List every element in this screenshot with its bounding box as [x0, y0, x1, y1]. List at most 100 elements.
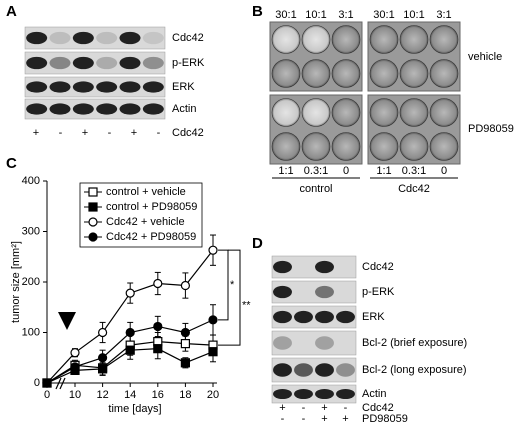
lane-label: PD98059 — [362, 413, 408, 424]
blot-band — [49, 81, 71, 93]
lane-sign: - — [302, 413, 306, 424]
row-label: Cdc42 — [172, 32, 204, 44]
lane-sign: + — [321, 413, 327, 424]
marker — [125, 345, 135, 355]
well — [331, 25, 361, 54]
x-tick-label: 20 — [207, 389, 219, 401]
panel-label: A — [6, 3, 17, 20]
lane-sign: + — [279, 402, 285, 414]
row-label: ERK — [362, 311, 385, 323]
x-axis-label: time [days] — [108, 403, 161, 415]
lane-sign: + — [33, 127, 39, 139]
blot-strip — [271, 330, 357, 356]
blot-band — [315, 336, 334, 350]
well — [399, 25, 429, 54]
well — [369, 132, 399, 161]
blot-band — [26, 56, 48, 70]
blot-band — [72, 81, 94, 93]
marker — [42, 378, 52, 388]
ratio-label: 3:1 — [436, 9, 451, 21]
bracket — [218, 249, 229, 321]
treatment-arrow — [58, 312, 76, 330]
marker — [125, 288, 135, 298]
marker — [70, 362, 80, 372]
marker — [153, 344, 163, 354]
lane-sign: - — [157, 127, 161, 139]
well — [369, 25, 399, 54]
x-tick-label: 12 — [96, 389, 108, 401]
legend-label: control + PD98059 — [106, 201, 197, 213]
row-label: Actin — [172, 103, 196, 115]
bracket — [218, 249, 241, 346]
lane-sign: - — [344, 402, 348, 414]
marker — [208, 245, 218, 255]
well — [399, 132, 429, 161]
blot-band — [142, 31, 164, 45]
legend-marker — [88, 232, 98, 242]
row-label: Bcl-2 (brief exposure) — [362, 337, 467, 349]
x-tick-label: 16 — [152, 389, 164, 401]
marker — [180, 327, 190, 338]
legend-label: Cdc42 + PD98059 — [106, 231, 196, 243]
well — [369, 59, 399, 88]
row-label: p-ERK — [172, 57, 205, 69]
well — [429, 59, 459, 88]
well — [331, 132, 361, 161]
marker — [70, 348, 80, 358]
blot-band — [294, 310, 313, 324]
blot-band — [294, 388, 313, 400]
row-label: ERK — [172, 81, 195, 93]
well — [399, 98, 429, 127]
blot-band — [142, 103, 164, 115]
ratio-label: 10:1 — [403, 9, 424, 21]
blot-band — [96, 81, 118, 93]
blot-band — [72, 103, 94, 115]
blot-band — [273, 363, 292, 377]
blot-strip — [271, 255, 357, 279]
lane-sign: - — [302, 402, 306, 414]
ratio-label: 30:1 — [275, 9, 296, 21]
lane-sign: + — [321, 402, 327, 414]
row-label: Cdc42 — [362, 261, 394, 273]
lane-sign: - — [108, 127, 112, 139]
marker — [180, 339, 190, 349]
well — [331, 98, 361, 127]
marker — [153, 278, 163, 289]
lane-label: Cdc42 — [172, 127, 204, 139]
blot-band — [336, 363, 355, 377]
panel-label: D — [252, 235, 263, 252]
blot-band — [49, 56, 71, 70]
blot-band — [273, 310, 292, 324]
blot-strip — [271, 384, 357, 404]
blot-band — [119, 81, 141, 93]
blot-band — [26, 103, 48, 115]
y-axis-label: tumor size [mm²] — [10, 241, 22, 323]
x-tick-label: 10 — [69, 389, 81, 401]
marker — [97, 364, 108, 374]
blot-band — [273, 285, 292, 299]
y-tick-label: 100 — [22, 326, 40, 338]
ratio-label: 1:1 — [278, 165, 293, 177]
legend-label: Cdc42 + vehicle — [106, 216, 185, 228]
ratio-label: 0.3:1 — [402, 165, 426, 177]
blot-band — [72, 56, 94, 70]
annotation: ** — [242, 300, 251, 312]
blot-band — [315, 363, 334, 377]
row-label: Bcl-2 (long exposure) — [362, 364, 467, 376]
well — [271, 59, 301, 88]
x-tick-label: 0 — [44, 389, 50, 401]
blot-band — [49, 103, 71, 115]
ratio-label: 10:1 — [305, 9, 326, 21]
y-tick-label: 200 — [22, 276, 40, 288]
blot-band — [26, 81, 48, 93]
blot-band — [315, 285, 334, 299]
blot-band — [72, 31, 94, 45]
lane-sign: - — [281, 413, 285, 424]
blot-strip — [271, 280, 357, 304]
row-label: vehicle — [468, 51, 502, 63]
legend-label: control + vehicle — [106, 186, 186, 198]
annotation: * — [230, 279, 235, 291]
legend-box — [79, 182, 203, 248]
blot-band — [273, 388, 292, 400]
